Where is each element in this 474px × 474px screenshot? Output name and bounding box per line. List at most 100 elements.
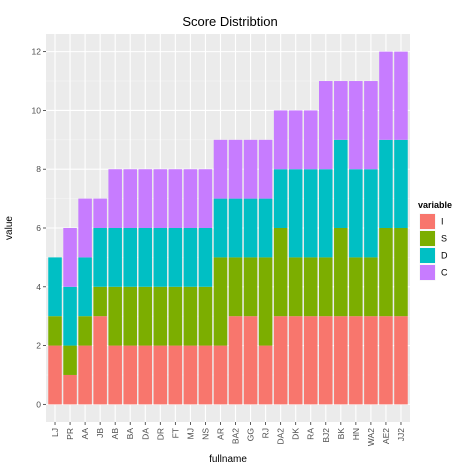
chart-title: Score Distribtion <box>182 14 277 29</box>
bar-segment <box>153 228 168 287</box>
bar-segment <box>258 139 273 199</box>
y-tick-label: 4 <box>36 282 41 292</box>
bar-segment <box>349 257 363 317</box>
y-axis-ticks: 0 2 4 6 8 10 12 <box>32 47 46 409</box>
bar-segment <box>228 198 243 258</box>
bar-segment <box>349 81 363 170</box>
bar-segment <box>273 228 288 317</box>
bar-segment <box>319 169 333 258</box>
x-tick-label: NS <box>200 428 210 440</box>
bar-segment <box>183 345 198 405</box>
bar-segment <box>273 169 288 228</box>
bar-segment <box>303 110 318 170</box>
x-tick-label: RA <box>306 428 316 440</box>
bar-segment <box>138 286 153 346</box>
bar-segment <box>198 345 213 405</box>
bar-segment <box>258 257 273 346</box>
bar-segment <box>334 139 348 228</box>
x-tick-label: RJ <box>261 428 271 438</box>
x-tick-label: BA <box>125 428 135 440</box>
x-axis-title: fullname <box>209 454 247 465</box>
legend-label: D <box>441 251 448 261</box>
bar-segment <box>123 345 137 405</box>
x-tick-label: AB <box>110 428 120 440</box>
bar-segment <box>379 316 393 405</box>
bar-segment <box>273 316 288 405</box>
bar-segment <box>334 316 348 405</box>
bar-segment <box>394 228 408 317</box>
bar-segment <box>168 345 183 405</box>
legend-swatch <box>420 214 435 229</box>
bar-segment <box>273 110 288 170</box>
bar-segment <box>108 286 122 346</box>
x-tick-label: HN <box>351 428 361 440</box>
bar-segment <box>303 169 318 258</box>
bar-segment <box>198 228 213 287</box>
bar-segment <box>319 257 333 317</box>
bar-segment <box>138 228 153 287</box>
bar-segment <box>258 345 273 405</box>
bar-segment <box>243 139 258 199</box>
bar-segment <box>78 316 92 346</box>
bar-segment <box>123 228 137 287</box>
x-axis-ticks: LJ PR AA JB AB BA DA DR FT MJ NS AR BA2 GG RJ DA2 DK RA BJ… <box>50 422 406 446</box>
bar-segment <box>108 345 122 405</box>
x-tick-label: JJ2 <box>396 428 406 442</box>
bar-segment <box>243 316 258 405</box>
x-tick-label: DA <box>140 428 150 440</box>
bar-segment <box>153 169 168 228</box>
bar-segment <box>48 345 62 405</box>
bar-segment <box>213 139 228 199</box>
bar-segment <box>288 169 303 258</box>
bar-segment <box>108 169 122 228</box>
x-tick-label: DK <box>291 428 301 440</box>
bar-segment <box>63 228 77 287</box>
x-tick-label: BK <box>336 428 346 440</box>
legend-label: S <box>441 234 447 244</box>
bar-segment <box>349 169 363 258</box>
y-tick-label: 8 <box>36 164 41 174</box>
legend-title: variable <box>418 200 452 210</box>
bar-segment <box>364 257 378 317</box>
bar-segment <box>168 228 183 287</box>
bar-segment <box>108 228 122 287</box>
bar-segment <box>364 316 378 405</box>
bar-segment <box>63 374 77 405</box>
x-tick-label: DA2 <box>276 428 286 445</box>
bar-segment <box>288 257 303 317</box>
bar-segment <box>93 228 107 287</box>
bar-segment <box>198 169 213 228</box>
bar-segment <box>138 169 153 228</box>
bar-segment <box>303 316 318 405</box>
bar-segment <box>63 286 77 346</box>
legend-swatch <box>420 265 435 280</box>
x-tick-label: PR <box>65 428 75 440</box>
bar-segment <box>123 286 137 346</box>
bars <box>48 51 408 405</box>
bar-segment <box>319 81 333 170</box>
x-tick-label: AE2 <box>381 428 391 444</box>
x-tick-label: JB <box>95 428 105 438</box>
bar-segment <box>183 228 198 287</box>
bar-segment <box>93 198 107 228</box>
bar-segment <box>243 198 258 258</box>
bar-segment <box>168 286 183 346</box>
legend-swatch <box>420 231 435 246</box>
bar-segment <box>138 345 153 405</box>
bar-segment <box>288 110 303 170</box>
bar-segment <box>394 139 408 228</box>
bar-segment <box>78 345 92 405</box>
x-tick-label: LJ <box>50 428 60 437</box>
y-tick-label: 2 <box>36 341 41 351</box>
x-tick-label: MJ <box>185 428 195 439</box>
bar-segment <box>379 51 393 140</box>
legend-label: C <box>441 268 448 278</box>
bar-segment <box>183 169 198 228</box>
bar-segment <box>288 316 303 405</box>
bar-segment <box>153 286 168 346</box>
bar-segment <box>379 139 393 228</box>
bar-segment <box>93 316 107 405</box>
bar-segment <box>379 228 393 317</box>
